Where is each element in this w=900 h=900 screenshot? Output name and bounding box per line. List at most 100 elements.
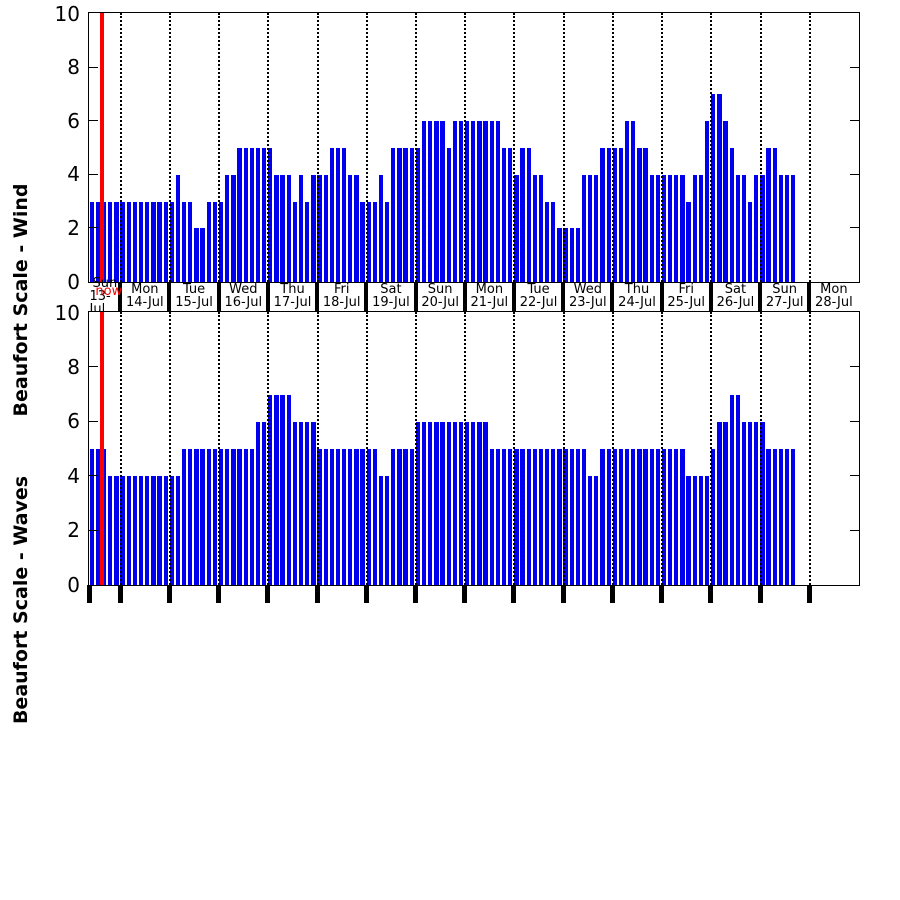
bar: [686, 476, 691, 585]
bar: [624, 121, 630, 282]
day-gridline: [808, 312, 811, 585]
day-label-14-jul: Mon 14-Jul: [120, 282, 169, 311]
y-axis-tick: [850, 66, 859, 68]
bar: [194, 449, 199, 585]
y-axis-ticklabel: 0: [67, 269, 80, 294]
y-axis-tick: [850, 227, 859, 229]
bar: [538, 449, 544, 585]
bar: [766, 449, 771, 585]
y-axis-ticklabel: 8: [67, 354, 80, 379]
day-of-week-label: Mon: [131, 282, 159, 297]
bar: [188, 449, 193, 585]
x-axis-tick: [166, 584, 172, 603]
bar: [668, 174, 673, 282]
bar: [268, 148, 273, 282]
y-axis-tick: [850, 366, 859, 368]
day-label-26-jul: Sat 26-Jul: [711, 282, 760, 311]
day-label-24-jul: Thu 24-Jul: [612, 282, 661, 311]
y-axis-tick: [850, 529, 859, 531]
day-date-label: 15-Jul: [175, 295, 213, 310]
bar: [391, 148, 396, 282]
day-gridline: [513, 13, 516, 282]
day-of-week-label: Sun: [427, 282, 453, 297]
bar: [372, 201, 378, 282]
day-gridline: [710, 312, 713, 585]
bar: [618, 449, 624, 585]
bar: [760, 174, 765, 282]
bar: [397, 148, 402, 282]
bar: [434, 421, 439, 585]
day-date-label: 26-Jul: [716, 295, 755, 310]
y-axis-ticklabel: 6: [67, 108, 80, 133]
now-marker-line: [99, 13, 104, 282]
day-date-label: 14-Jul: [126, 295, 164, 310]
bar: [661, 174, 667, 282]
day-gridline: [513, 312, 516, 585]
bar: [132, 476, 138, 585]
bar: [305, 201, 310, 282]
day-gridline: [661, 13, 664, 282]
day-gridline: [168, 312, 171, 585]
day-gridline: [168, 13, 171, 282]
bar: [704, 476, 710, 585]
bar: [452, 421, 457, 585]
bar: [397, 449, 402, 585]
bar: [624, 449, 630, 585]
day-gridline: [365, 312, 368, 585]
bar: [526, 449, 531, 585]
y-axis-ticklabel: 10: [54, 300, 80, 325]
bar: [366, 449, 371, 585]
day-divider: [708, 281, 713, 311]
bar: [711, 449, 716, 585]
bar: [274, 174, 279, 282]
bar: [760, 421, 765, 585]
day-of-week-label: Sun: [772, 282, 798, 297]
x-axis-tick: [216, 584, 222, 603]
bar: [114, 201, 119, 282]
bar: [249, 449, 254, 585]
bar: [249, 148, 254, 282]
day-gridline: [562, 13, 565, 282]
x-axis-tick: [117, 584, 123, 603]
bar: [385, 476, 390, 585]
bar: [243, 148, 248, 282]
bar: [643, 449, 648, 585]
bar: [138, 476, 144, 585]
bar: [323, 174, 328, 282]
bar: [501, 449, 507, 585]
bar: [637, 449, 642, 585]
bar: [305, 421, 310, 585]
bar: [741, 421, 747, 585]
bar: [723, 421, 728, 585]
x-axis-tick: [363, 584, 369, 603]
day-label-strip-wind: Sun 13-Jul Mon 14-Jul Tue 15-Jul Wed 16-Jul Thu 1…: [90, 277, 859, 316]
day-date-label: 21-Jul: [470, 295, 509, 310]
bar: [415, 421, 421, 585]
bar: [495, 449, 501, 585]
bar: [557, 228, 562, 282]
y-axis-ticklabel: 8: [67, 55, 80, 80]
bar: [120, 476, 125, 585]
bar: [317, 174, 322, 282]
bar: [661, 449, 667, 585]
y-axis-ticklabel: 2: [67, 215, 80, 240]
y-axis-tick: [89, 173, 98, 175]
bar: [772, 148, 777, 282]
day-gridline: [808, 13, 811, 282]
bar: [772, 449, 777, 585]
bar: [329, 148, 334, 282]
day-divider: [364, 281, 369, 311]
bar: [618, 148, 624, 282]
bar: [169, 476, 174, 585]
bar: [686, 201, 691, 282]
x-axis-tick: [757, 584, 763, 603]
bar: [132, 201, 138, 282]
day-gridline: [415, 13, 418, 282]
bar: [434, 121, 439, 282]
bar: [298, 174, 304, 282]
x-axis-tick: [806, 584, 812, 603]
day-gridline: [464, 312, 467, 585]
bar: [237, 449, 242, 585]
day-of-week-label: Mon: [820, 282, 848, 297]
bar: [643, 148, 648, 282]
